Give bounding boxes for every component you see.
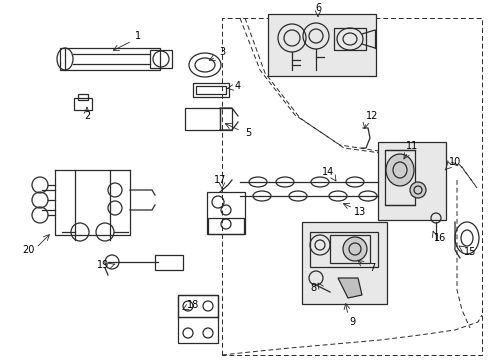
Text: 9: 9 <box>348 317 354 327</box>
Bar <box>377 142 445 220</box>
Text: 10: 10 <box>448 157 460 167</box>
Text: 15: 15 <box>463 247 475 257</box>
Bar <box>267 14 375 76</box>
Text: 5: 5 <box>244 128 251 138</box>
Bar <box>309 232 377 267</box>
Ellipse shape <box>342 237 366 261</box>
Text: 3: 3 <box>219 47 224 57</box>
Text: 6: 6 <box>314 3 321 13</box>
Text: 18: 18 <box>186 300 199 310</box>
Bar <box>155 255 183 270</box>
Bar <box>384 150 414 205</box>
Bar <box>184 108 220 130</box>
Bar <box>207 218 244 234</box>
Text: 2: 2 <box>84 111 90 121</box>
Bar <box>178 295 218 317</box>
Text: 12: 12 <box>365 111 377 121</box>
Text: 8: 8 <box>309 283 315 293</box>
Bar <box>329 235 369 263</box>
Bar <box>74 98 92 110</box>
Text: 16: 16 <box>433 233 445 243</box>
Bar <box>60 48 160 70</box>
Ellipse shape <box>385 154 413 186</box>
Bar <box>333 28 365 50</box>
Text: 20: 20 <box>22 245 34 255</box>
Text: 13: 13 <box>353 207 366 217</box>
Bar <box>78 94 88 100</box>
Bar <box>206 192 244 234</box>
Bar <box>193 83 228 97</box>
Text: 1: 1 <box>135 31 141 41</box>
Text: 19: 19 <box>97 260 109 270</box>
Bar <box>178 295 218 343</box>
Bar <box>302 222 386 304</box>
Text: 4: 4 <box>234 81 241 91</box>
Bar <box>220 108 231 130</box>
Polygon shape <box>337 278 361 298</box>
Text: 14: 14 <box>321 167 333 177</box>
Bar <box>196 86 225 94</box>
Text: 11: 11 <box>405 141 417 151</box>
Ellipse shape <box>409 182 425 198</box>
Bar <box>150 50 172 68</box>
Text: 7: 7 <box>368 263 374 273</box>
Text: 17: 17 <box>213 175 226 185</box>
